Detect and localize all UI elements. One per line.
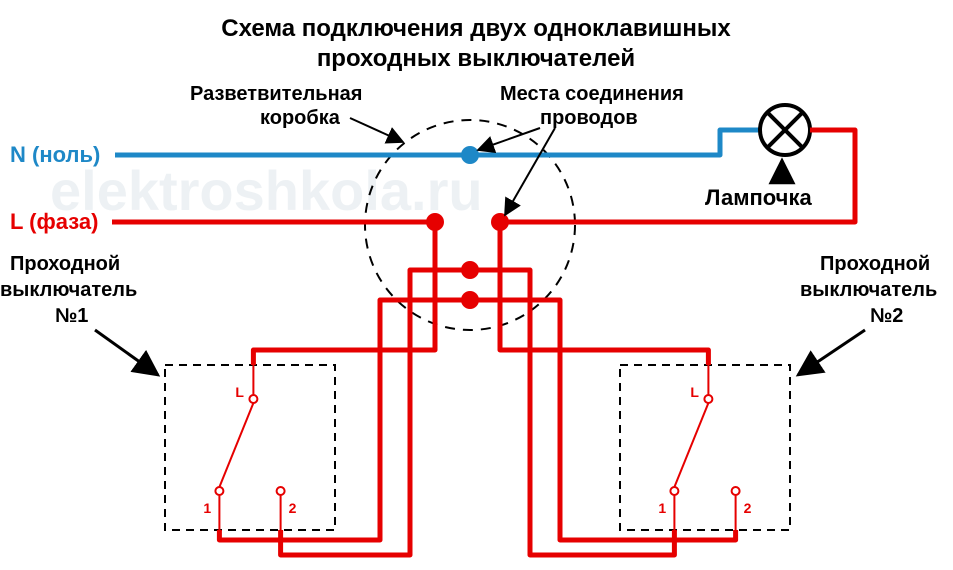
jp-arrow-2 <box>505 128 555 215</box>
switch-2-t1-label: 1 <box>658 500 666 516</box>
junction-box-label-2: коробка <box>260 107 341 129</box>
watermark-text: elektroshkola.ru <box>50 159 483 222</box>
sw2-label-2: выключатель <box>800 279 937 301</box>
neutral-wire <box>115 130 760 155</box>
traveller-a-left <box>281 270 470 555</box>
sw2-label-1: Проходной <box>820 253 930 275</box>
traveller-b-right <box>470 300 736 540</box>
switch-1-L-label: L <box>235 384 244 400</box>
live-label: L (фаза) <box>10 209 98 234</box>
sw2-arrow <box>798 330 865 375</box>
switch-2-L-label: L <box>690 384 699 400</box>
neutral-junction-node <box>461 146 479 164</box>
wiring-diagram: elektroshkola.ru Схема подключения двух о… <box>0 0 953 570</box>
switch-2-t2-label: 2 <box>744 500 752 516</box>
switch-1-t1-label: 1 <box>203 500 211 516</box>
sw2-label-3: №2 <box>870 305 903 327</box>
junction-box-arrow <box>350 118 403 142</box>
neutral-label: N (ноль) <box>10 142 100 167</box>
junction-box-label-1: Разветвительная <box>190 83 362 105</box>
sw1-label-2: выключатель <box>0 279 137 301</box>
sw1-arrow <box>95 330 158 375</box>
switch-box-2 <box>620 365 790 530</box>
junction-points-label-2: проводов <box>540 107 638 129</box>
switch-1-t2-label: 2 <box>289 500 297 516</box>
title-line2: проходных выключателей <box>317 45 635 72</box>
switch-box-1 <box>165 365 335 530</box>
junction-points-label-1: Места соединения <box>500 83 684 105</box>
sw1-label-3: №1 <box>55 305 88 327</box>
title-line1: Схема подключения двух одноклавишных <box>221 15 731 42</box>
lamp-label: Лампочка <box>705 185 812 210</box>
sw1-label-1: Проходной <box>10 253 120 275</box>
traveller-b-left <box>219 300 470 540</box>
